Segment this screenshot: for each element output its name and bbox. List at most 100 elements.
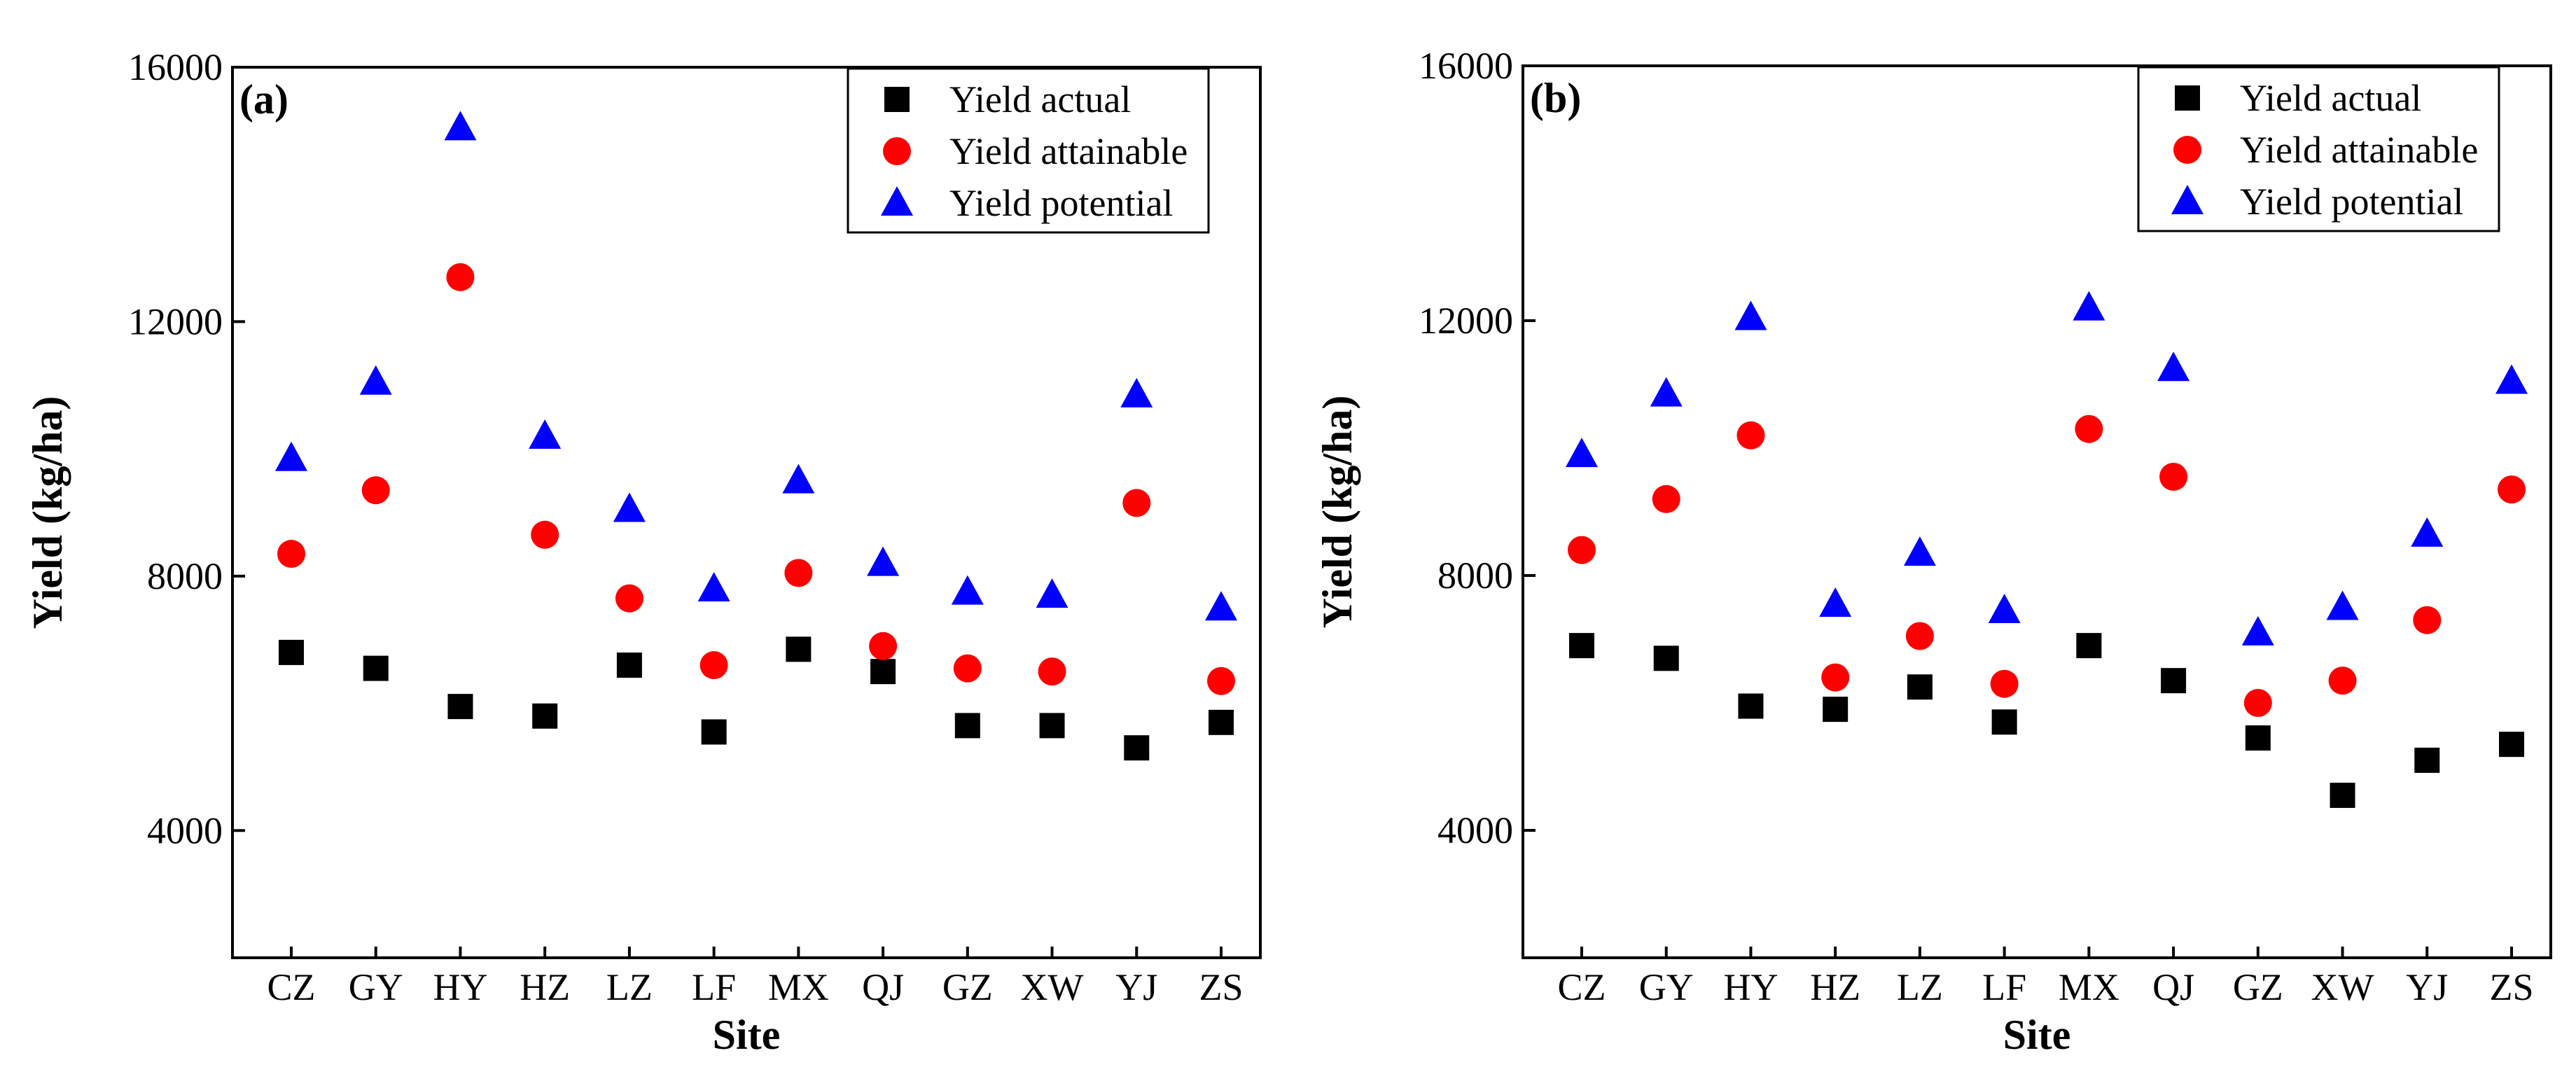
data-point-yield-actual-hz: [532, 703, 558, 729]
y-tick-label: 16000: [128, 46, 223, 88]
x-tick-label-qj: QJ: [862, 966, 904, 1008]
data-point-yield-actual-gy: [363, 655, 389, 681]
x-tick-label-gy: GY: [349, 966, 403, 1008]
x-tick-label-xw: XW: [1021, 966, 1084, 1008]
x-tick-label-lf: LF: [1982, 966, 2026, 1008]
data-point-yield-potential-hy: [1734, 300, 1767, 330]
data-point-yield-potential-lz: [1903, 536, 1936, 566]
data-point-yield-attainable-gy: [1652, 484, 1680, 513]
data-point-yield-actual-mx: [786, 636, 812, 662]
x-tick-label-gz: GZ: [942, 966, 993, 1008]
legend-marker-square: [884, 87, 910, 112]
data-point-yield-potential-xw: [2326, 590, 2359, 620]
x-tick-label-lz: LZ: [606, 966, 653, 1008]
x-tick-label-mx: MX: [768, 966, 829, 1008]
data-point-yield-actual-lz: [1907, 674, 1933, 700]
data-point-yield-actual-qj: [2161, 668, 2187, 694]
legend-label: Yield actual: [949, 78, 1131, 120]
legend-marker-triangle: [881, 186, 913, 216]
x-tick-label-gz: GZ: [2233, 966, 2283, 1008]
chart-panel-b: 4000 8000 12000 16000 CZ GY HY HZ LZ LF MX QJ GZ XW YJ…: [1314, 45, 2552, 1058]
series-yield-attainable: [277, 263, 1235, 695]
data-point-yield-potential-cz: [275, 441, 307, 471]
x-tick-label-hz: HZ: [1810, 966, 1860, 1008]
data-point-yield-attainable-gy: [361, 476, 390, 505]
data-point-yield-potential-zs: [1205, 591, 1237, 621]
legend: Yield actual Yield attainable Yield potent…: [2137, 66, 2500, 232]
data-point-yield-actual-xw: [1039, 713, 1065, 739]
data-point-yield-attainable-gz: [2243, 689, 2272, 717]
data-point-yield-potential-mx: [2073, 291, 2105, 321]
data-point-yield-attainable-xw: [1038, 657, 1066, 686]
x-tick-label-qj: QJ: [2152, 966, 2194, 1008]
data-point-yield-attainable-lf: [1990, 669, 2019, 698]
data-point-yield-attainable-hy: [446, 263, 475, 291]
x-tick-label-yj: YJ: [1115, 966, 1157, 1008]
data-point-yield-attainable-mx: [784, 559, 813, 587]
data-point-yield-potential-hy: [444, 111, 477, 141]
data-point-yield-potential-hz: [529, 419, 562, 449]
data-point-yield-actual-lz: [616, 653, 642, 678]
data-point-yield-actual-xw: [2330, 782, 2355, 808]
x-tick-label-hz: HZ: [520, 966, 570, 1008]
data-point-yield-actual-zs: [1209, 709, 1234, 735]
legend-label: Yield attainable: [2240, 129, 2478, 171]
data-point-yield-attainable-hy: [1736, 421, 1765, 449]
data-point-yield-actual-hy: [447, 694, 473, 720]
x-tick-label-xw: XW: [2311, 966, 2374, 1008]
data-point-yield-actual-cz: [279, 639, 304, 665]
data-point-yield-actual-gz: [2245, 725, 2271, 751]
data-point-yield-potential-gy: [359, 365, 392, 395]
data-point-yield-potential-qj: [2157, 351, 2190, 382]
data-point-yield-potential-gz: [2241, 615, 2274, 646]
data-point-yield-actual-mx: [2076, 633, 2102, 659]
data-point-yield-attainable-qj: [2159, 462, 2188, 491]
x-tick-label-zs: ZS: [2489, 966, 2533, 1008]
plot-frame: [1522, 64, 2552, 959]
x-tick-label-cz: CZ: [1557, 966, 1606, 1008]
data-point-yield-attainable-cz: [277, 540, 305, 569]
y-tick-label: 12000: [128, 300, 223, 342]
data-point-yield-attainable-lz: [1905, 622, 1934, 650]
x-tick-label-mx: MX: [2059, 966, 2119, 1008]
y-axis-title: Yield (kg/ha): [1314, 396, 1360, 629]
data-point-yield-potential-mx: [782, 463, 815, 494]
data-point-yield-actual-yj: [1124, 735, 1150, 761]
legend-marker-square: [2175, 85, 2200, 111]
data-point-yield-actual-hy: [1738, 693, 1764, 719]
y-tick-label: 4000: [1437, 809, 1513, 851]
x-tick-label-hy: HY: [433, 966, 487, 1008]
data-point-yield-actual-zs: [2499, 732, 2524, 758]
data-point-yield-actual-gz: [954, 713, 980, 739]
data-point-yield-attainable-lf: [699, 651, 728, 680]
data-point-yield-potential-gy: [1650, 377, 1683, 407]
data-point-yield-potential-qj: [867, 546, 900, 576]
legend: Yield actual Yield attainable Yield potent…: [847, 67, 1210, 234]
x-tick-label-lf: LF: [692, 966, 736, 1008]
y-axis-title: Yield (kg/ha): [25, 396, 71, 629]
data-point-yield-potential-yj: [1120, 377, 1153, 407]
series-yield-attainable: [1568, 414, 2526, 717]
data-point-yield-attainable-yj: [1122, 489, 1151, 517]
data-point-yield-potential-zs: [2495, 364, 2528, 394]
data-point-yield-actual-qj: [870, 659, 896, 685]
y-tick-label: 12000: [1419, 300, 1513, 342]
x-tick-label-hy: HY: [1723, 966, 1778, 1008]
panel-label: (b): [1530, 75, 1581, 121]
x-tick-label-yj: YJ: [2406, 966, 2448, 1008]
data-point-yield-potential-hz: [1819, 587, 1852, 617]
legend-marker-triangle: [2171, 185, 2203, 214]
data-point-yield-attainable-zs: [1207, 667, 1235, 695]
x-axis-title: Site: [713, 1012, 781, 1058]
y-tick-label: 16000: [1419, 45, 1513, 87]
data-point-yield-potential-yj: [2411, 517, 2444, 547]
data-point-yield-actual-gy: [1653, 646, 1679, 671]
chart-panel-a: 4000 8000 12000 16000 CZ GY HY HZ LZ LF MX QJ GZ XW YJ…: [25, 46, 1262, 1058]
series-yield-actual: [279, 636, 1234, 761]
x-tick-label-zs: ZS: [1199, 966, 1243, 1008]
data-point-yield-attainable-mx: [2075, 414, 2103, 443]
data-point-yield-attainable-cz: [1568, 536, 1596, 564]
legend-label: Yield actual: [2240, 77, 2421, 119]
